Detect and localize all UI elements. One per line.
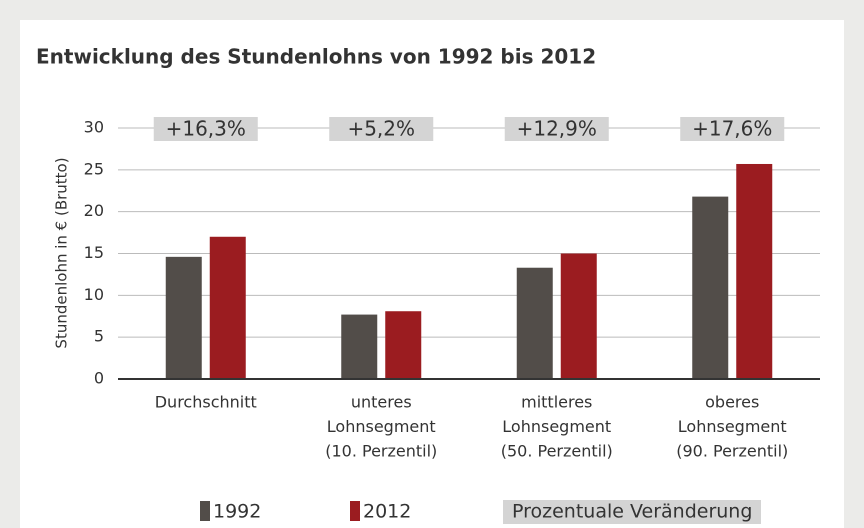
y-tick-label: 10 <box>84 285 104 304</box>
y-tick-label: 20 <box>84 201 104 220</box>
x-tick-label: (50. Perzentil) <box>501 442 613 461</box>
change-label: +12,9% <box>517 117 597 141</box>
legend-label: 2012 <box>363 501 411 523</box>
x-tick-label: Lohnsegment <box>502 417 611 436</box>
change-label: +16,3% <box>166 117 246 141</box>
change-box <box>504 117 609 141</box>
bar <box>165 256 202 379</box>
change-label: +17,6% <box>692 117 772 141</box>
bar <box>736 163 773 379</box>
y-tick-label: 0 <box>94 369 104 388</box>
x-tick-label: Lohnsegment <box>678 417 787 436</box>
bar <box>385 311 422 379</box>
change-box <box>680 117 785 141</box>
y-tick-label: 30 <box>84 118 104 137</box>
bar <box>341 314 378 379</box>
y-tick-label: 15 <box>84 243 104 262</box>
bar <box>692 196 729 379</box>
chart-title: Entwicklung des Stundenlohns von 1992 bi… <box>36 45 596 69</box>
x-tick-label: (90. Perzentil) <box>676 442 788 461</box>
change-box <box>329 117 434 141</box>
bar <box>209 236 246 379</box>
x-tick-label: oberes <box>705 393 759 412</box>
x-tick-label: Durchschnitt <box>155 393 257 412</box>
x-tick-label: Lohnsegment <box>327 417 436 436</box>
change-label: +5,2% <box>347 117 415 141</box>
legend-swatch <box>503 500 761 524</box>
y-tick-label: 5 <box>94 327 104 346</box>
change-box <box>153 117 258 141</box>
bar <box>560 253 597 379</box>
y-tick-label: 25 <box>84 159 104 178</box>
x-tick-label: (10. Perzentil) <box>325 442 437 461</box>
legend-label: Prozentuale Veränderung <box>512 501 752 523</box>
legend-swatch <box>200 501 210 521</box>
bar <box>516 267 553 379</box>
legend-swatch <box>350 501 360 521</box>
x-tick-label: unteres <box>351 393 412 412</box>
x-tick-label: mittleres <box>521 393 592 412</box>
legend-label: 1992 <box>213 501 261 523</box>
y-axis-label: Stundenlohn in € (Brutto) <box>53 157 71 348</box>
